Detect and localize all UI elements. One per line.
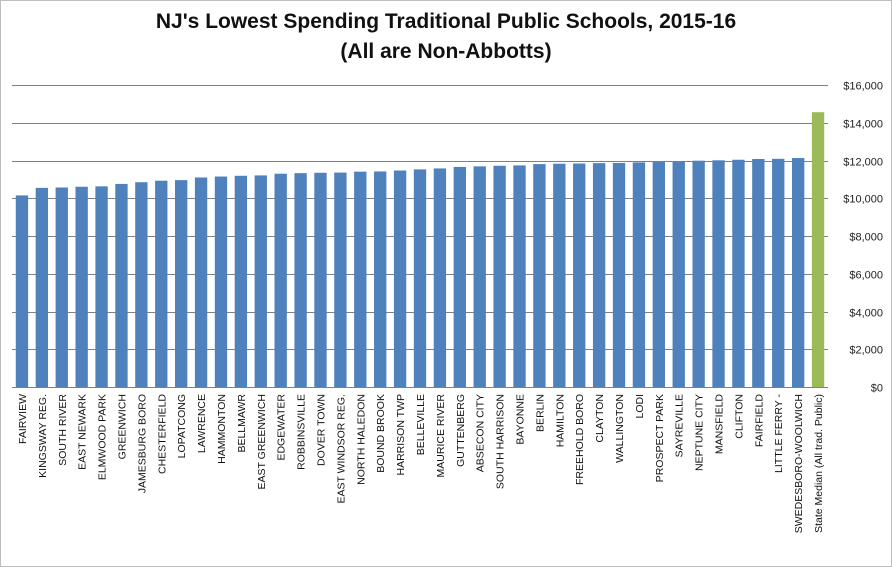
- bar: [473, 166, 486, 387]
- x-category-label: FAIRVIEW: [17, 394, 29, 444]
- x-category-label: SWEDESBORO-WOOLWICH: [793, 394, 805, 533]
- bar: [135, 182, 148, 387]
- x-category-label: BELLMAWR: [236, 394, 248, 453]
- x-category-label: JAMESBURG BORO: [136, 394, 148, 493]
- x-category-label: BAYONNE: [515, 394, 527, 445]
- y-axis-tick-labels: $0 $2,000 $4,000 $6,000 $8,000 $10,000 $12,000…: [843, 81, 883, 395]
- bar: [15, 195, 29, 387]
- bar: [612, 162, 626, 387]
- bar: [672, 161, 685, 387]
- bar: [493, 165, 506, 387]
- x-category-label: CLIFTON: [733, 394, 745, 439]
- x-category-label: EDGEWATER: [276, 394, 288, 461]
- bar: [374, 171, 387, 387]
- x-category-label: CLAYTON: [594, 394, 606, 443]
- y-tick-label: $8,000: [849, 232, 883, 244]
- y-tick-label: $16,000: [843, 81, 883, 93]
- x-category-label: GREENWICH: [116, 394, 128, 459]
- x-category-label: PROSPECT PARK: [654, 394, 666, 482]
- y-tick-label: $10,000: [843, 194, 883, 206]
- bar: [573, 163, 586, 387]
- x-category-label: EAST WINDSOR REG.: [335, 394, 347, 504]
- bar: [35, 187, 49, 387]
- x-category-label: HAMILTON: [554, 394, 566, 447]
- bar: [75, 186, 88, 387]
- chart-subtitle: (All are Non-Abbotts): [340, 40, 552, 63]
- x-category-label: MAURICE RIVER: [435, 394, 447, 478]
- bar: [194, 177, 208, 387]
- x-category-label: CHESTERFIELD: [156, 394, 168, 474]
- bar: [752, 158, 765, 387]
- bar: [354, 171, 367, 387]
- chart-title: NJ's Lowest Spending Traditional Public …: [155, 10, 737, 33]
- bar: [274, 173, 287, 387]
- x-category-label: LITTLE FERRY -: [773, 393, 785, 472]
- bar: [592, 163, 606, 387]
- bar: [214, 176, 228, 387]
- y-tick-label: $14,000: [843, 119, 883, 131]
- bar: [155, 180, 168, 387]
- x-category-label: BELLEVILLE: [415, 394, 427, 455]
- x-category-label: NORTH HALEDON: [355, 394, 367, 485]
- bar: [652, 162, 665, 387]
- x-category-label: ELMWOOD PARK: [97, 394, 109, 480]
- bar: [712, 160, 725, 387]
- bar: [533, 164, 546, 387]
- bar: [513, 165, 526, 387]
- bar: [175, 180, 188, 387]
- bar: [553, 163, 566, 387]
- x-category-label: LAWRENCE: [196, 394, 208, 453]
- x-category-label: KINGSWAY REG.: [37, 394, 49, 478]
- x-category-label: GUTTENBERG: [455, 394, 467, 467]
- x-category-label: BERLIN: [534, 394, 546, 432]
- bar: [692, 160, 705, 387]
- bar: [393, 170, 407, 387]
- x-category-label: FREEHOLD BORO: [574, 394, 586, 485]
- bars: [15, 112, 825, 388]
- x-category-label: HAMMONTON: [216, 394, 228, 464]
- x-category-label: BOUND BROOK: [375, 394, 387, 473]
- y-tick-label: $2,000: [849, 345, 883, 357]
- x-category-label: LODI: [634, 394, 646, 419]
- bar: [294, 173, 307, 387]
- y-tick-label: $6,000: [849, 270, 883, 282]
- bar: [334, 172, 347, 387]
- x-category-label: DOVER TOWN: [315, 394, 327, 466]
- x-category-label: MANSFIELD: [714, 394, 726, 455]
- x-axis-category-labels: FAIRVIEW KINGSWAY REG. SOUTH RIVER EAST NEW…: [17, 393, 825, 533]
- bar: [772, 158, 785, 387]
- bar: [732, 159, 745, 387]
- x-category-label: SAYREVILLE: [674, 394, 686, 457]
- x-category-label: NEPTUNE CITY: [694, 394, 706, 471]
- x-category-label: ROBBINSVILLE: [296, 394, 308, 470]
- x-category-label: EAST NEWARK: [77, 394, 89, 470]
- bar: [433, 168, 447, 387]
- bar: [413, 169, 427, 387]
- x-category-label: LOPATCONG: [176, 394, 188, 458]
- x-category-label: WALLINGTON: [614, 394, 626, 463]
- bar: [234, 175, 248, 387]
- y-tick-label: $12,000: [843, 157, 883, 169]
- bar: [314, 172, 327, 387]
- bar: [115, 183, 128, 387]
- x-category-label: ABSECON CITY: [475, 394, 487, 472]
- x-category-label: State Median (All trad. Public): [813, 394, 825, 533]
- bar-state-median: [811, 112, 825, 388]
- x-category-label: HARRISON TWP: [395, 394, 407, 475]
- y-tick-label: $4,000: [849, 308, 883, 320]
- x-category-label: SOUTH HARRISON: [495, 394, 507, 489]
- bar: [95, 186, 108, 387]
- x-category-label: SOUTH RIVER: [57, 394, 69, 466]
- bar: [55, 187, 68, 387]
- bar: [453, 166, 466, 387]
- bar: [632, 162, 646, 387]
- y-tick-label: $0: [871, 383, 883, 395]
- x-category-label: EAST GREENWICH: [256, 394, 268, 489]
- bar: [254, 175, 267, 387]
- x-category-label: FAIRFIELD: [753, 394, 765, 448]
- bar: [791, 158, 805, 387]
